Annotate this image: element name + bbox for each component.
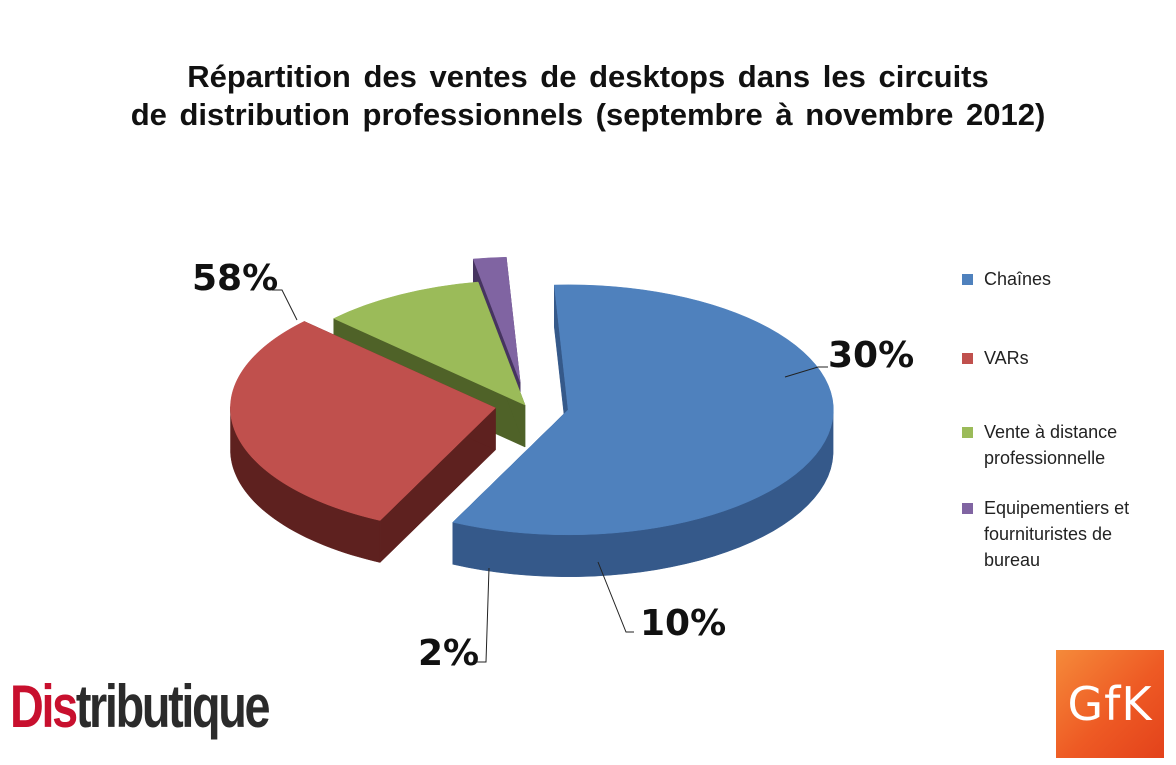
legend-label-equipementiers: Equipementiers et fournituristes de bure… bbox=[984, 498, 1130, 570]
gfk-logo-text: GfK bbox=[1067, 677, 1153, 731]
pie-labels: 58% 30% 10% 2% bbox=[192, 258, 914, 674]
legend-swatch-vars bbox=[962, 353, 973, 364]
leader-line-chaines bbox=[272, 289, 298, 321]
legend-swatch-vente-distance bbox=[962, 427, 973, 438]
chart-title-line-2: de distribution professionnels (septembr… bbox=[130, 97, 1046, 132]
data-label-vars: 30% bbox=[828, 335, 914, 376]
pie-slice-equipementiers bbox=[472, 256, 521, 383]
pie-slice-vente-distance bbox=[333, 281, 526, 406]
chart-title-line-1: Répartition des ventes de desktops dans … bbox=[187, 59, 989, 94]
legend-swatch-chaines bbox=[962, 274, 973, 285]
distributique-logo-part-2: tributique bbox=[75, 673, 271, 740]
gfk-logo: GfK bbox=[1056, 650, 1164, 758]
pie-slice-chaines bbox=[452, 284, 834, 536]
legend-label-chaines: Chaînes bbox=[984, 269, 1052, 289]
pie-tops bbox=[230, 256, 834, 536]
data-label-vente-distance: 10% bbox=[640, 603, 726, 644]
distributique-logo: Distributique bbox=[10, 672, 271, 742]
leader-line-equipementiers bbox=[476, 567, 490, 663]
pie-slice-vars bbox=[230, 321, 496, 521]
legend-label-vente-distance: Vente à distance professionnelle bbox=[984, 422, 1118, 468]
distributique-logo-part-1: Dis bbox=[10, 673, 78, 740]
data-label-equipementiers: 2% bbox=[418, 633, 479, 674]
data-label-chaines: 58% bbox=[192, 258, 278, 299]
leader-line-vente-distance bbox=[597, 561, 634, 633]
legend-label-vars: VARs bbox=[984, 348, 1029, 368]
legend-swatch-equipementiers bbox=[962, 503, 973, 514]
chart-title: Répartition des ventes de desktops dans … bbox=[0, 58, 1176, 134]
leader-line-vars bbox=[784, 366, 828, 378]
